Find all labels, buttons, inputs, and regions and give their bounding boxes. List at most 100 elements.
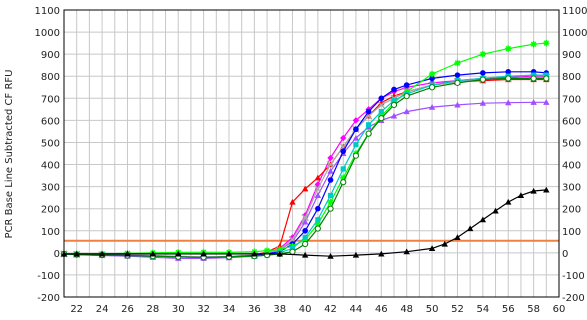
x-tick-label: 34 (223, 304, 236, 315)
data-point (340, 134, 347, 142)
x-tick-label: 44 (350, 304, 363, 315)
grid (63, 9, 560, 298)
x-tick-label: 60 (553, 304, 566, 315)
series-9 (60, 186, 550, 259)
y-tick-label-right: 600 (562, 116, 581, 127)
data-point (314, 174, 322, 181)
data-point (390, 101, 398, 109)
x-tick-label: 54 (476, 304, 489, 315)
data-point (530, 99, 537, 105)
data-point (378, 250, 385, 257)
data-point (403, 248, 410, 255)
data-point (377, 101, 386, 109)
x-tick-label: 22 (70, 304, 83, 315)
y-tick-label-left: -100 (37, 271, 60, 282)
data-point (492, 207, 499, 214)
y-tick-label-right: 300 (562, 183, 581, 194)
x-tick-label: 24 (96, 304, 109, 315)
data-point (365, 108, 372, 115)
x-tick-label: 56 (502, 304, 515, 315)
data-point (391, 97, 397, 104)
data-point (327, 154, 334, 162)
x-tick-label: 40 (299, 304, 312, 315)
data-point (327, 198, 334, 206)
x-tick-label: 32 (197, 304, 210, 315)
data-point (428, 70, 436, 78)
y-tick-label-left: 300 (41, 183, 60, 194)
data-point (98, 250, 106, 257)
data-point (225, 250, 233, 257)
y-tick-label-right: -100 (562, 271, 585, 282)
data-point (505, 45, 512, 52)
x-tick-labels: 22 24 26 28 30 32 34 36 38 40 42 44 46 48 50 52 54 56 58 60 (70, 304, 565, 315)
data-point (302, 240, 309, 248)
data-point (543, 39, 550, 47)
data-point (327, 167, 334, 174)
y-tick-label-right: 500 (562, 138, 581, 149)
data-point (326, 160, 335, 169)
data-point (505, 75, 512, 82)
data-point (454, 59, 461, 67)
y-tick-label-left: 700 (41, 94, 60, 105)
data-point (73, 250, 80, 257)
data-point (479, 76, 486, 83)
x-tick-label: 36 (248, 304, 261, 315)
data-point (124, 250, 131, 257)
data-point (301, 185, 309, 192)
y-tick-label-left: -200 (37, 293, 60, 304)
data-point (479, 50, 487, 58)
data-point (289, 248, 296, 255)
data-point (327, 177, 334, 183)
data-point (378, 115, 385, 122)
data-point (543, 99, 550, 105)
y-tick-label-left: 600 (41, 116, 60, 127)
x-tick-label: 30 (172, 304, 185, 315)
y-tick-labels-left: -200 -100 0 100 200 300 400 500 600 700 800 900 1000… (35, 6, 60, 304)
series-group (60, 39, 551, 261)
data-point (315, 205, 321, 212)
x-tick-label: 46 (375, 304, 388, 315)
data-point (429, 75, 435, 82)
data-point (505, 99, 512, 106)
data-point (314, 225, 321, 232)
y-tick-labels-right: -200 -100 0 100 200 300 400 500 600 700 800 900 1000… (562, 6, 587, 304)
data-point (543, 72, 549, 78)
x-tick-label: 26 (121, 304, 134, 315)
y-tick-label-left: 1100 (35, 6, 60, 17)
data-point (505, 198, 512, 205)
data-point (353, 142, 359, 148)
data-point (289, 245, 296, 252)
data-point (340, 166, 346, 172)
data-point (352, 251, 360, 258)
data-point (428, 245, 436, 251)
data-point (378, 95, 385, 102)
data-point (391, 86, 397, 93)
y-tick-label-right: 1000 (562, 28, 587, 39)
x-tick-label: 38 (273, 304, 286, 315)
y-tick-label-left: 0 (54, 249, 60, 260)
y-tick-label-right: 200 (562, 205, 581, 216)
data-point (505, 69, 512, 75)
plot-frame (63, 9, 560, 298)
data-point (200, 250, 207, 257)
data-point (289, 198, 296, 205)
data-point (530, 187, 537, 194)
data-point (352, 117, 360, 124)
y-tick-label-left: 100 (41, 227, 60, 238)
data-point (276, 250, 283, 257)
y-axis-label: PCR Base Line Subtracted CF RFU (4, 70, 15, 239)
y-tick-label-right: 100 (562, 227, 581, 238)
data-point (149, 250, 157, 257)
data-point (302, 227, 308, 234)
data-point (302, 234, 308, 240)
data-point (480, 70, 486, 76)
x-tick-label: 42 (324, 304, 337, 315)
x-tick-label: 48 (400, 304, 413, 315)
data-point (378, 108, 384, 115)
y-tick-label-left: 400 (41, 161, 60, 172)
data-point (530, 75, 537, 82)
data-point (479, 99, 487, 106)
data-point (454, 79, 461, 86)
y-tick-label-left: 800 (41, 72, 60, 83)
y-tick-label-right: 700 (562, 94, 581, 105)
